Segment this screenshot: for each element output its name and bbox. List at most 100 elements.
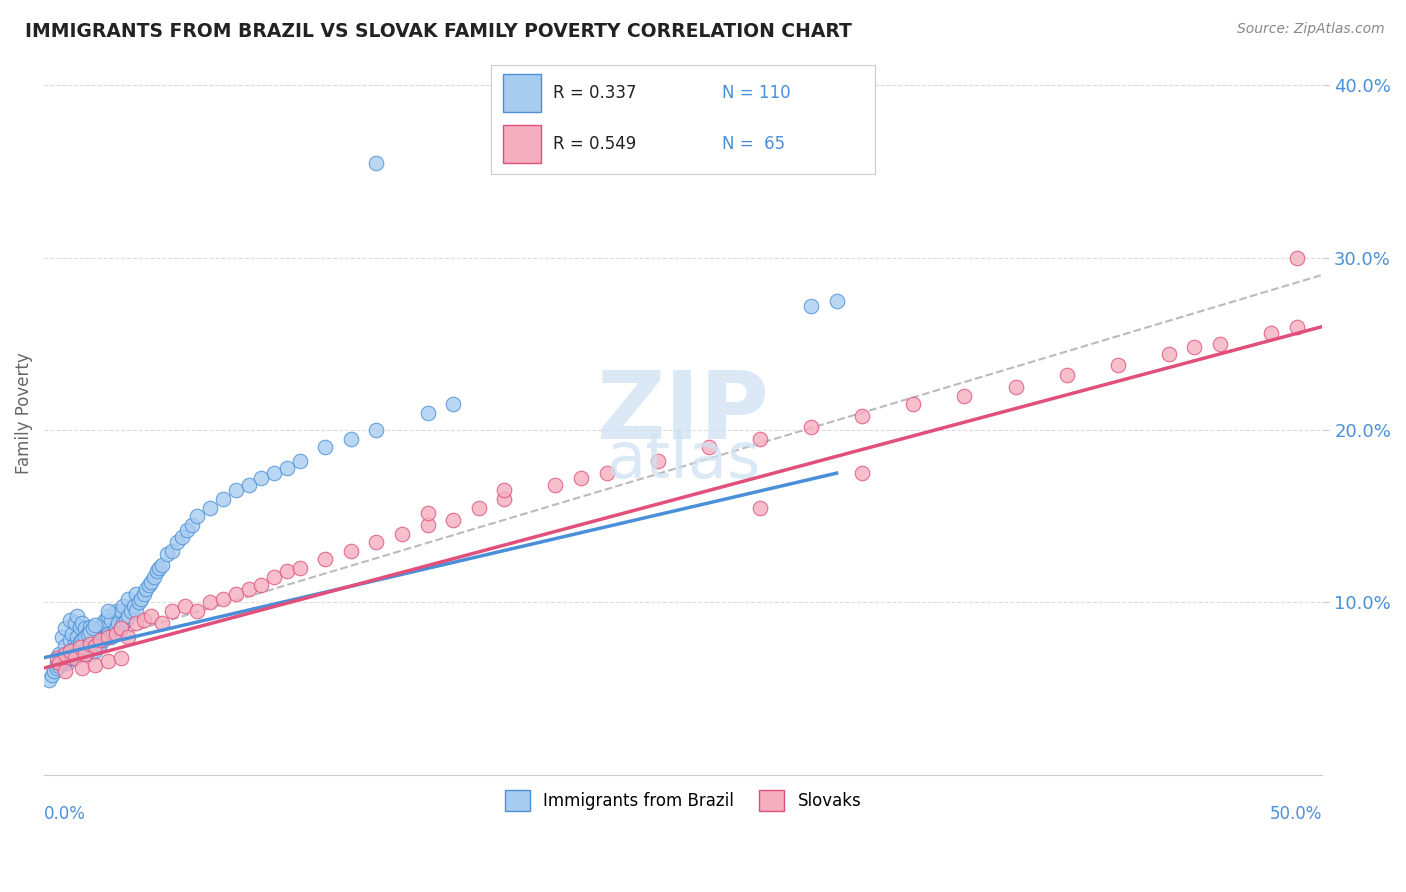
Point	[250, 578, 273, 592]
Point	[288, 561, 311, 575]
Point	[97, 609, 120, 624]
Text: 50.0%: 50.0%	[1270, 805, 1322, 823]
Point	[79, 637, 101, 651]
Point	[340, 432, 363, 446]
Point	[63, 650, 86, 665]
Point	[441, 397, 464, 411]
Point	[66, 630, 89, 644]
Point	[1285, 251, 1308, 265]
Point	[72, 633, 94, 648]
Point	[76, 626, 98, 640]
Point	[112, 599, 135, 613]
Point	[122, 599, 145, 613]
Point	[200, 595, 222, 609]
Point	[110, 604, 132, 618]
Point	[595, 466, 617, 480]
Point	[176, 523, 198, 537]
Point	[494, 483, 516, 498]
Point	[115, 613, 138, 627]
Point	[132, 587, 155, 601]
Point	[73, 621, 96, 635]
Text: IMMIGRANTS FROM BRAZIL VS SLOVAK FAMILY POVERTY CORRELATION CHART: IMMIGRANTS FROM BRAZIL VS SLOVAK FAMILY …	[25, 22, 852, 41]
Point	[494, 491, 516, 506]
Point	[53, 647, 76, 661]
Point	[73, 630, 96, 644]
Point	[73, 639, 96, 653]
Point	[138, 578, 160, 592]
Point	[851, 409, 873, 424]
Point	[84, 644, 107, 658]
Point	[79, 647, 101, 661]
Point	[97, 626, 120, 640]
Point	[156, 547, 179, 561]
Point	[143, 569, 166, 583]
Point	[97, 630, 120, 644]
Point	[94, 630, 117, 644]
Point	[100, 630, 122, 644]
Point	[1184, 340, 1206, 354]
Point	[87, 640, 110, 655]
Point	[97, 604, 120, 618]
Point	[150, 616, 173, 631]
Point	[72, 647, 94, 661]
Point	[66, 644, 89, 658]
Point	[125, 616, 148, 631]
Point	[45, 650, 67, 665]
Point	[212, 491, 235, 506]
Point	[128, 595, 150, 609]
Point	[59, 647, 82, 661]
Point	[366, 155, 388, 169]
Point	[238, 478, 260, 492]
Point	[76, 626, 98, 640]
Point	[45, 656, 67, 670]
Point	[125, 587, 148, 601]
Text: Source: ZipAtlas.com: Source: ZipAtlas.com	[1237, 22, 1385, 37]
Point	[416, 506, 439, 520]
Point	[141, 609, 163, 624]
Point	[748, 500, 770, 515]
Point	[38, 673, 60, 687]
Point	[117, 630, 139, 644]
Point	[160, 543, 183, 558]
Point	[69, 635, 91, 649]
Point	[800, 419, 823, 434]
Point	[79, 619, 101, 633]
Point	[72, 616, 94, 631]
Point	[104, 604, 127, 618]
Point	[225, 483, 247, 498]
Point	[48, 659, 70, 673]
Point	[340, 543, 363, 558]
Point	[129, 592, 152, 607]
Point	[186, 509, 208, 524]
Point	[84, 639, 107, 653]
Point	[314, 552, 336, 566]
Point	[148, 561, 170, 575]
Point	[110, 621, 132, 635]
Point	[166, 535, 188, 549]
Point	[441, 513, 464, 527]
Point	[48, 656, 70, 670]
Point	[110, 650, 132, 665]
Point	[141, 574, 163, 589]
Point	[56, 650, 79, 665]
Point	[104, 621, 127, 635]
Point	[53, 652, 76, 666]
Point	[63, 616, 86, 631]
Point	[60, 626, 83, 640]
Point	[59, 644, 82, 658]
Point	[89, 637, 111, 651]
Point	[107, 616, 129, 631]
Point	[53, 639, 76, 653]
Point	[953, 388, 976, 402]
Point	[60, 644, 83, 658]
Legend: Immigrants from Brazil, Slovaks: Immigrants from Brazil, Slovaks	[498, 783, 868, 817]
Point	[56, 656, 79, 670]
Point	[51, 630, 73, 644]
Point	[89, 633, 111, 648]
Point	[125, 604, 148, 618]
Point	[1056, 368, 1078, 382]
Point	[48, 647, 70, 661]
Point	[69, 640, 91, 655]
Point	[89, 619, 111, 633]
Point	[1260, 326, 1282, 341]
